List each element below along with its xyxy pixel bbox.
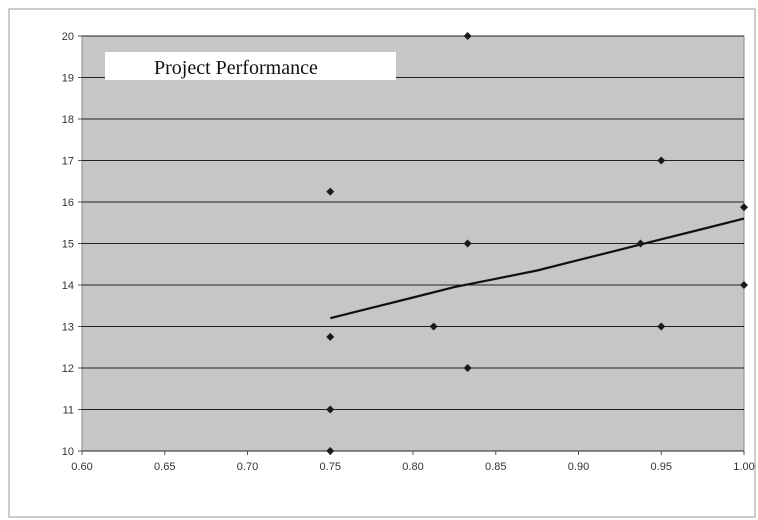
y-tick-label: 13 [62, 322, 74, 334]
gridlines [82, 35, 744, 452]
data-point [326, 187, 335, 196]
data-point [636, 239, 645, 248]
data-point [326, 447, 335, 455]
chart-title: Project Performance [154, 57, 318, 79]
y-tick-label: 15 [62, 239, 74, 251]
x-tick-label: 1.00 [733, 461, 754, 473]
y-tick-label: 18 [62, 114, 74, 126]
y-tick-label: 10 [62, 446, 74, 458]
data-point [326, 405, 335, 414]
y-tick-label: 14 [62, 280, 74, 292]
y-tick-label: 20 [62, 31, 74, 43]
x-tick-label: 0.80 [402, 461, 423, 473]
y-axis-ticks: 10 11 12 13 14 15 16 17 18 19 20 [62, 31, 82, 458]
data-point [657, 156, 666, 165]
data-point [463, 239, 472, 248]
data-point [740, 281, 748, 289]
x-axis-ticks: 0.60 0.65 0.70 0.75 0.80 0.85 0.90 0.95 1.00 [71, 451, 755, 473]
data-point [463, 364, 472, 372]
x-tick-label: 0.65 [154, 461, 175, 473]
data-point [657, 322, 666, 331]
y-tick-label: 11 [63, 405, 74, 417]
y-tick-label: 16 [62, 197, 74, 209]
x-tick-label: 0.70 [237, 461, 258, 473]
x-tick-label: 0.75 [320, 461, 341, 473]
title-box [105, 52, 396, 80]
x-tick-label: 0.95 [651, 461, 672, 473]
x-tick-label: 0.90 [568, 461, 589, 473]
y-tick-label: 12 [62, 363, 74, 375]
y-tick-label: 19 [62, 73, 74, 85]
y-tick-label: 17 [62, 156, 74, 168]
x-tick-label: 0.85 [485, 461, 506, 473]
data-point [740, 203, 748, 212]
trend-line [330, 217, 745, 320]
data-point [463, 32, 472, 40]
x-tick-label: 0.60 [71, 461, 92, 473]
series-layer [326, 32, 748, 455]
data-point [429, 322, 438, 331]
data-point [326, 332, 335, 341]
